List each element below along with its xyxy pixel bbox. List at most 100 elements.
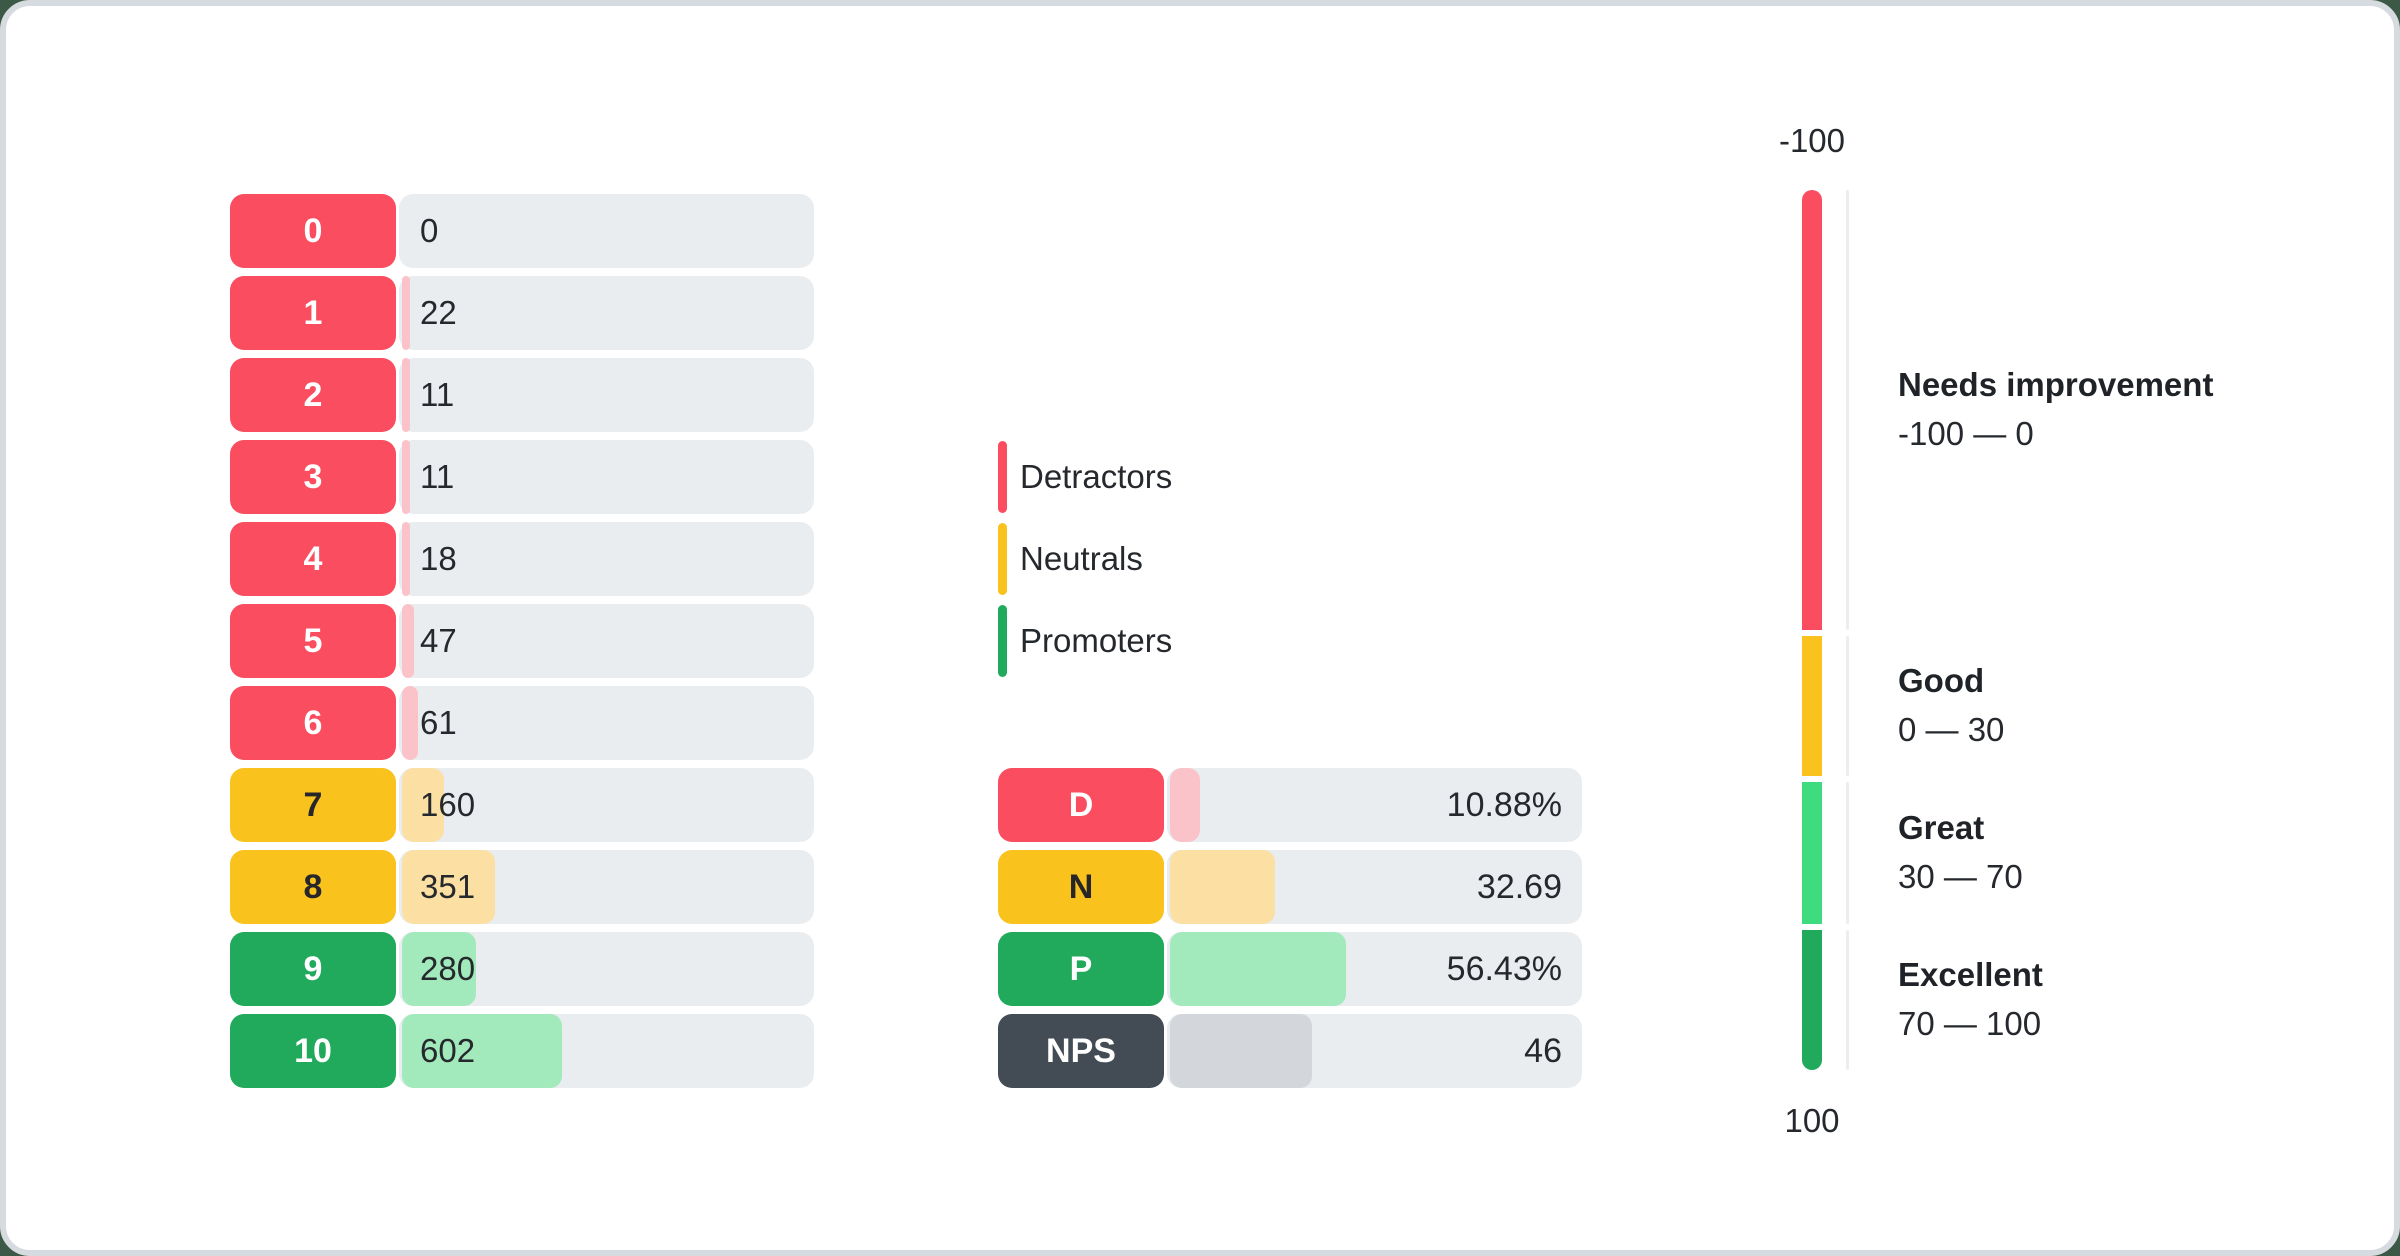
summary-row-nps: NPS 46	[998, 1014, 1582, 1088]
score-track-5: 47	[399, 604, 814, 678]
score-fill-8	[402, 850, 496, 924]
summary-fill-neutrals	[1170, 850, 1275, 924]
summary-chip-neutrals: N	[998, 850, 1164, 924]
legend-label-promoters: Promoters	[1020, 622, 1173, 659]
score-chip-9: 9	[230, 932, 396, 1006]
score-chip-2: 2	[230, 358, 396, 432]
summary-fill-nps	[1170, 1014, 1312, 1088]
gauge-max-label: 100	[1784, 1102, 1840, 1139]
gauge-band-range: -100 — 0	[1898, 415, 2034, 452]
gauge-band-great: Great 30 — 70	[1898, 806, 2318, 899]
score-row-8: 8 351	[230, 850, 814, 924]
score-chip-7: 7	[230, 768, 396, 842]
gauge-band-title: Needs improvement	[1898, 366, 2214, 403]
summary-row-neutrals: N 32.69	[998, 850, 1582, 924]
score-fill-3	[402, 440, 410, 514]
gauge-band-excellent: Excellent 70 — 100	[1898, 953, 2318, 1046]
summary-track-neutrals: 32.69	[1167, 850, 1582, 924]
gauge-segment-good	[1802, 636, 1822, 776]
legend-item-neutrals: Neutrals	[998, 522, 1172, 596]
score-count-6: 61	[420, 704, 457, 741]
score-chip-4: 4	[230, 522, 396, 596]
score-chip-5: 5	[230, 604, 396, 678]
score-fill-4	[402, 522, 410, 596]
gauge-axis-segment	[1846, 782, 1849, 924]
summary-chip-detractors: D	[998, 768, 1164, 842]
gauge-axis-segment	[1846, 930, 1849, 1070]
gauge-band-range: 0 — 30	[1898, 711, 2005, 748]
summary-fill-detractors	[1170, 768, 1201, 842]
gauge-axis-segment	[1846, 636, 1849, 776]
score-row-9: 9 280	[230, 932, 814, 1006]
gauge-band-title: Great	[1898, 809, 1985, 846]
summary-track-promoters: 56.43%	[1167, 932, 1582, 1006]
score-fill-10	[402, 1014, 562, 1088]
score-distribution: 0 0 1 22 2 11 3 11 4 18 5	[230, 194, 814, 1096]
gauge-band-title: Excellent	[1898, 956, 2043, 993]
score-row-3: 3 11	[230, 440, 814, 514]
score-count-4: 18	[420, 540, 457, 577]
score-track-4: 18	[399, 522, 814, 596]
gauge-band-range: 70 — 100	[1898, 1005, 2042, 1042]
score-chip-10: 10	[230, 1014, 396, 1088]
gauge-band-good: Good 0 — 30	[1898, 659, 2318, 752]
summary-chip-nps: NPS	[998, 1014, 1164, 1088]
score-chip-0: 0	[230, 194, 396, 268]
score-chip-8: 8	[230, 850, 396, 924]
score-count-0: 0	[420, 212, 439, 249]
score-track-6: 61	[399, 686, 814, 760]
summary-row-promoters: P 56.43%	[998, 932, 1582, 1006]
summary-value-neutrals: 32.69	[1476, 867, 1562, 906]
score-row-2: 2 11	[230, 358, 814, 432]
score-fill-9	[402, 932, 477, 1006]
score-row-6: 6 61	[230, 686, 814, 760]
nps-summary: D 10.88% N 32.69 P 56.43% NPS 46	[998, 768, 1582, 1096]
gauge-min-label: -100	[1778, 122, 1846, 159]
nps-gauge-bar	[1802, 190, 1822, 1070]
score-count-2: 11	[420, 376, 455, 413]
score-count-5: 47	[420, 622, 457, 659]
score-track-2: 11	[399, 358, 814, 432]
score-chip-3: 3	[230, 440, 396, 514]
score-track-8: 351	[399, 850, 814, 924]
summary-chip-promoters: P	[998, 932, 1164, 1006]
gauge-band-range: 30 — 70	[1898, 858, 2023, 895]
score-row-1: 1 22	[230, 276, 814, 350]
score-count-8: 351	[420, 868, 476, 905]
score-count-3: 11	[420, 458, 455, 495]
legend-label-neutrals: Neutrals	[1020, 540, 1143, 577]
legend-item-promoters: Promoters	[998, 604, 1172, 678]
score-fill-5	[402, 604, 415, 678]
score-fill-1	[402, 276, 410, 350]
score-track-7: 160	[399, 768, 814, 842]
legend-item-detractors: Detractors	[998, 440, 1172, 514]
score-count-7: 160	[420, 786, 476, 823]
gauge-band-needs-improvement: Needs improvement -100 — 0	[1898, 363, 2318, 456]
score-track-10: 602	[399, 1014, 814, 1088]
score-fill-7	[402, 768, 445, 842]
score-track-0: 0	[399, 194, 814, 268]
gauge-axis-line	[1846, 190, 1849, 1070]
score-count-10: 602	[420, 1032, 476, 1069]
neutrals-color-bar-icon	[998, 523, 1007, 595]
score-row-5: 5 47	[230, 604, 814, 678]
score-row-0: 0 0	[230, 194, 814, 268]
score-count-1: 22	[420, 294, 457, 331]
summary-value-promoters: 56.43%	[1446, 949, 1562, 988]
score-row-7: 7 160	[230, 768, 814, 842]
promoters-color-bar-icon	[998, 605, 1007, 677]
score-track-1: 22	[399, 276, 814, 350]
gauge-segment-needs-improvement	[1802, 190, 1822, 630]
gauge-segment-excellent	[1802, 930, 1822, 1070]
gauge-band-title: Good	[1898, 662, 1985, 699]
summary-row-detractors: D 10.88%	[998, 768, 1582, 842]
score-chip-1: 1	[230, 276, 396, 350]
score-fill-2	[402, 358, 410, 432]
score-row-4: 4 18	[230, 522, 814, 596]
summary-value-detractors: 10.88%	[1446, 785, 1562, 824]
summary-fill-promoters	[1170, 932, 1346, 1006]
score-track-9: 280	[399, 932, 814, 1006]
legend: Detractors Neutrals Promoters	[998, 440, 1172, 686]
gauge-segment-great	[1802, 782, 1822, 924]
summary-value-nps: 46	[1524, 1031, 1562, 1070]
